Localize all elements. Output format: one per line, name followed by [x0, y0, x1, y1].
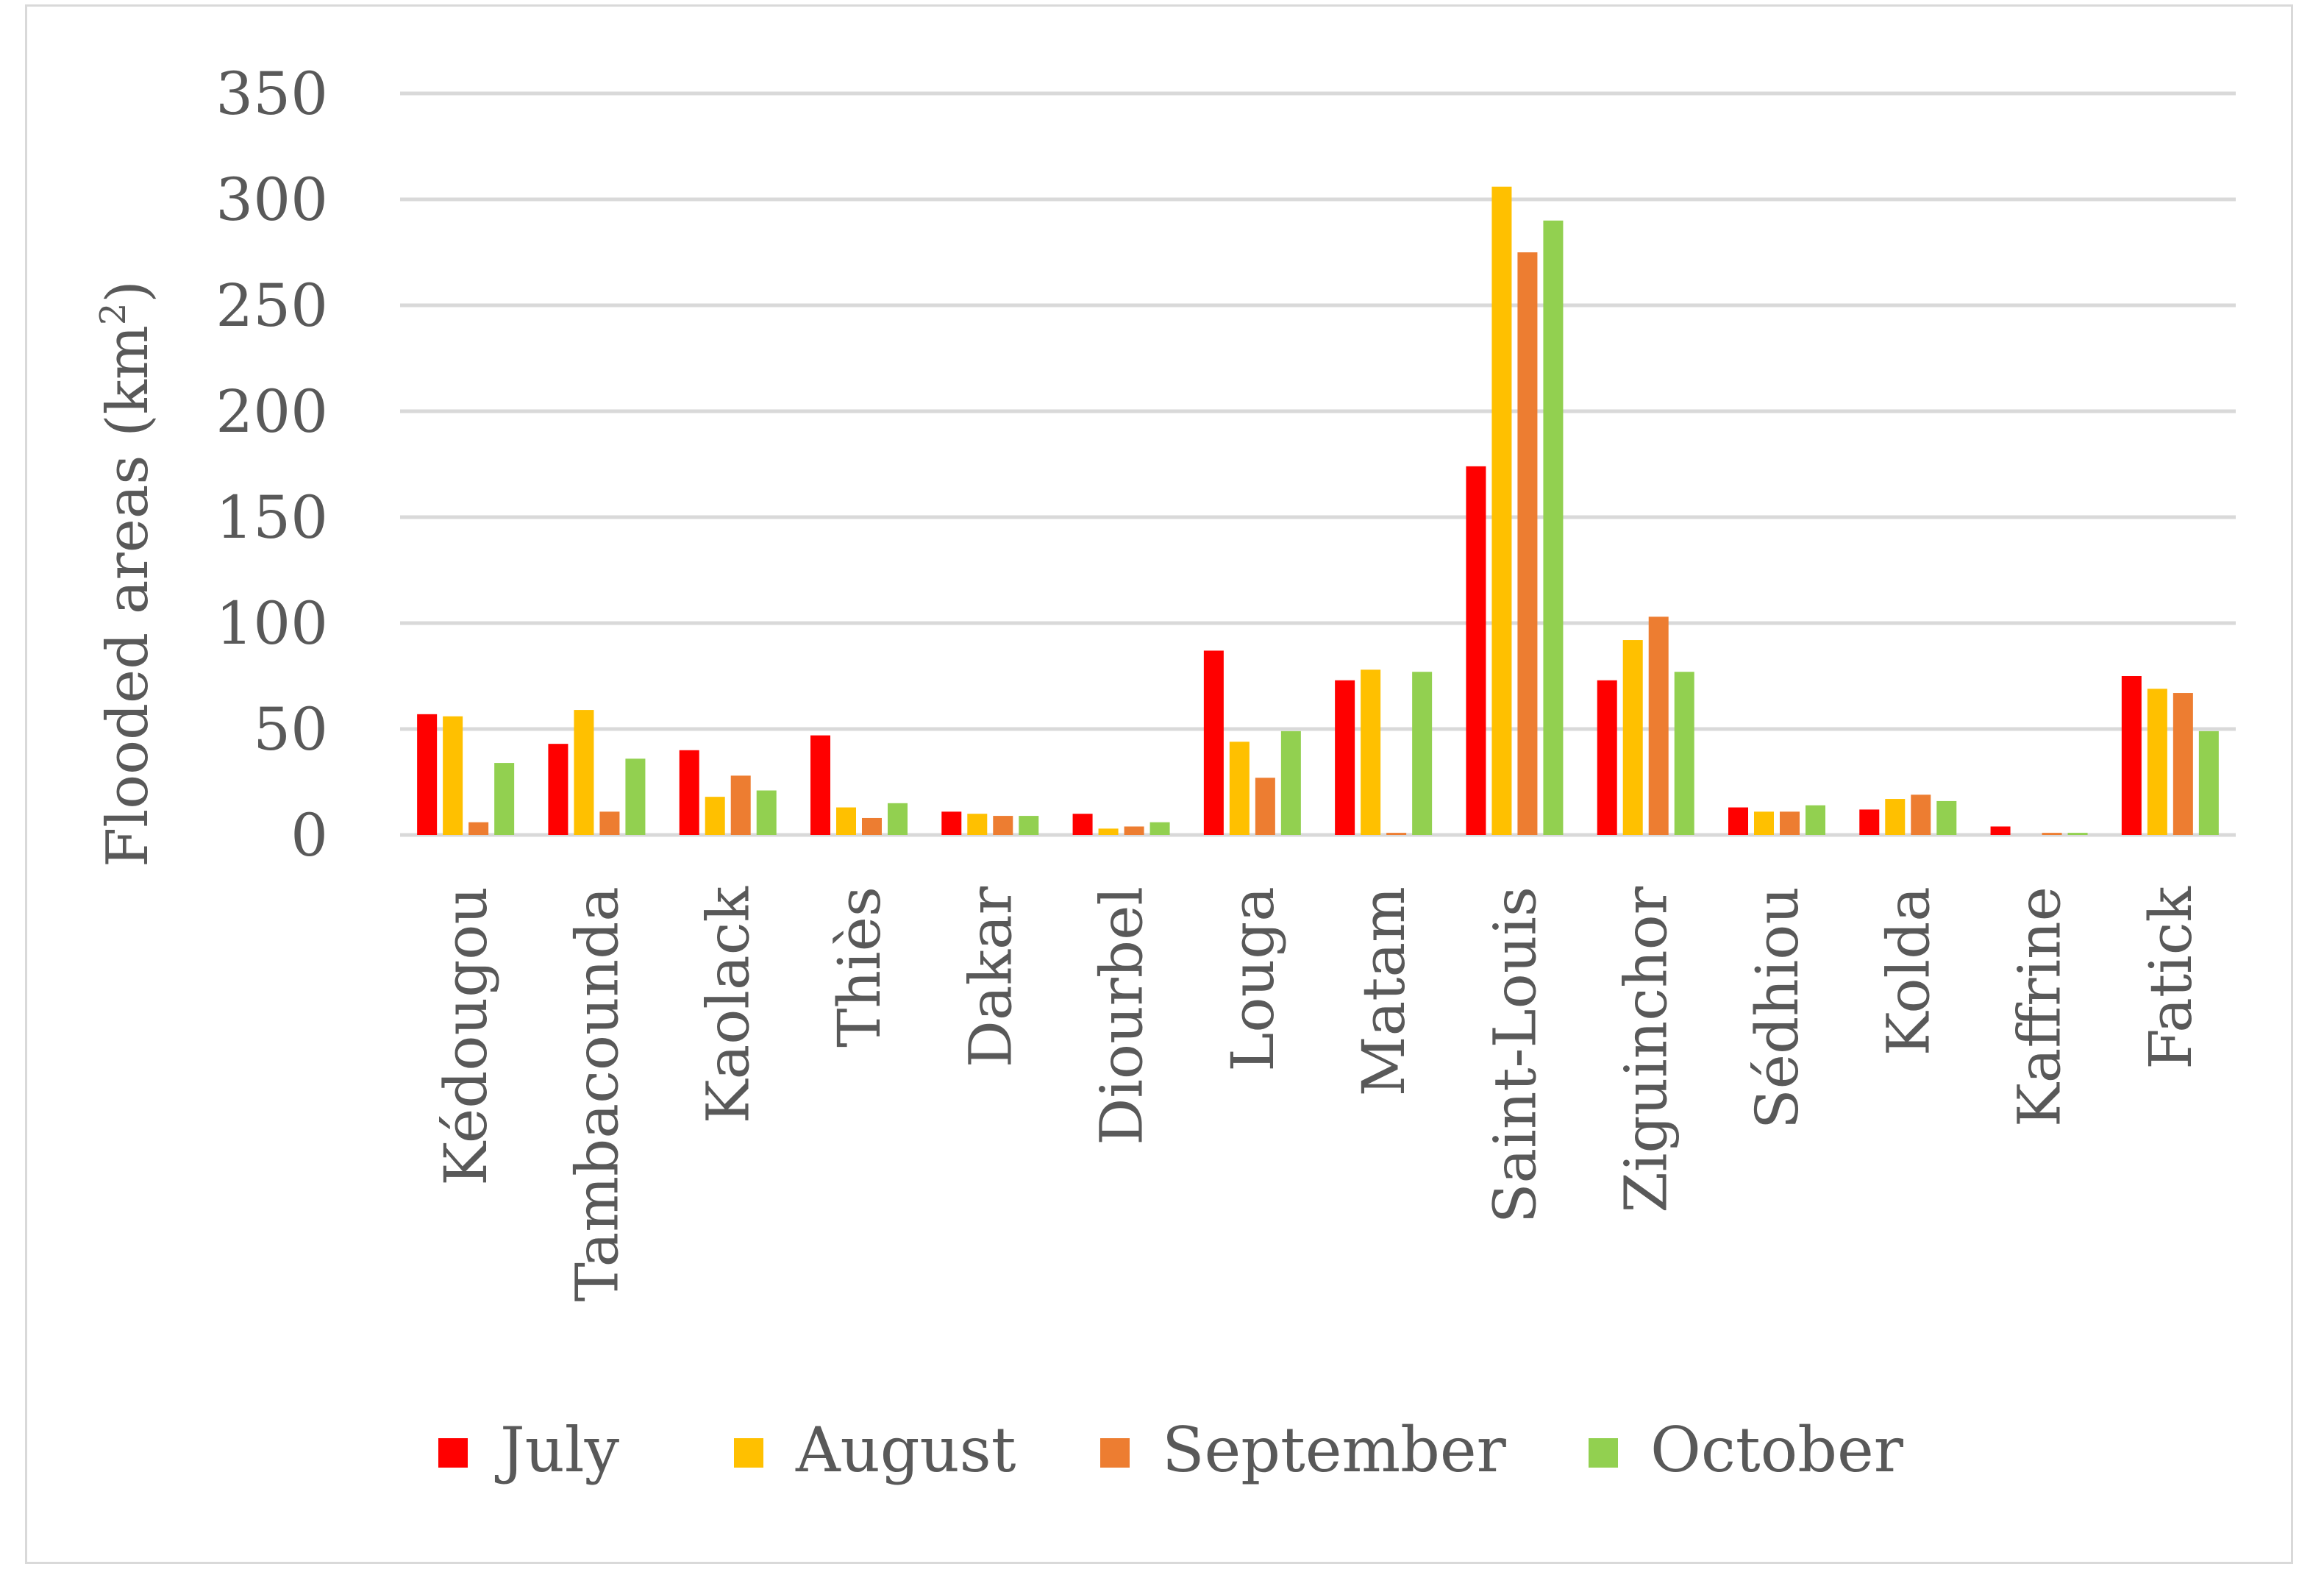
bar-october-9 — [1674, 672, 1694, 835]
x-category-label: Sédhiou — [1743, 886, 1811, 1129]
y-axis-title-main: Flooded areas (km — [95, 325, 161, 867]
x-category-label: Louga — [1219, 886, 1287, 1072]
x-category-label: Dakar — [956, 886, 1024, 1067]
y-tick-label: 300 — [215, 166, 328, 234]
legend-swatch-october — [1589, 1438, 1618, 1468]
bar-august-13 — [2147, 689, 2167, 835]
bar-september-9 — [1648, 616, 1669, 835]
bar-july-10 — [1728, 807, 1748, 835]
bar-september-7 — [1386, 833, 1407, 835]
legend-swatch-august — [734, 1438, 763, 1468]
legend-label-october: October — [1650, 1414, 1904, 1486]
bar-july-13 — [2121, 676, 2142, 835]
bar-october-2 — [756, 790, 777, 835]
bar-august-2 — [705, 797, 725, 835]
bar-october-0 — [494, 763, 515, 835]
bar-august-1 — [574, 710, 594, 835]
bar-september-10 — [1780, 811, 1800, 835]
legend-label-july: July — [494, 1414, 620, 1486]
bar-august-3 — [836, 807, 856, 835]
x-category-label: Matam — [1350, 886, 1418, 1096]
bar-october-1 — [625, 758, 646, 835]
y-tick-label: 150 — [215, 483, 328, 552]
bar-september-5 — [1124, 826, 1144, 835]
legend-swatch-july — [438, 1438, 468, 1468]
bar-september-12 — [2042, 833, 2062, 835]
bar-september-11 — [1911, 794, 1931, 835]
bar-august-4 — [967, 814, 988, 835]
x-category-label: Tambacounda — [563, 886, 631, 1302]
x-category-label: Ziguinchor — [1612, 886, 1680, 1213]
y-axis-title-superscript: 2 — [93, 303, 134, 326]
bar-july-6 — [1203, 650, 1224, 835]
y-tick-label: 50 — [253, 695, 328, 764]
bar-july-12 — [1990, 826, 2011, 835]
bar-august-7 — [1361, 669, 1381, 835]
legend-label-august: August — [795, 1414, 1016, 1486]
bar-september-6 — [1255, 778, 1275, 835]
x-category-label: Kaolack — [694, 885, 763, 1123]
bars — [417, 186, 2219, 836]
y-tick-label: 250 — [215, 271, 328, 340]
y-tick-label: 100 — [215, 589, 328, 658]
x-category-label: Kolda — [1874, 886, 1942, 1056]
bar-august-9 — [1622, 640, 1643, 835]
bar-september-3 — [862, 817, 882, 835]
bar-august-6 — [1229, 742, 1250, 835]
bar-july-3 — [810, 735, 830, 835]
bar-september-0 — [468, 822, 489, 835]
bar-october-12 — [2067, 833, 2088, 835]
bar-august-5 — [1098, 828, 1119, 835]
y-tick-label: 0 — [290, 801, 328, 870]
bar-july-4 — [941, 811, 962, 835]
bar-august-8 — [1491, 186, 1512, 836]
bar-october-4 — [1019, 816, 1039, 835]
bar-july-8 — [1466, 466, 1486, 835]
bar-october-5 — [1149, 822, 1170, 835]
x-category-label: Saint-Louis — [1480, 886, 1549, 1223]
bar-september-13 — [2172, 693, 2193, 835]
bar-july-0 — [417, 714, 438, 835]
x-category-label: Kédougou — [432, 886, 500, 1186]
bar-september-4 — [993, 816, 1013, 835]
y-axis-ticks: 0 50 100 150 200 250 300 350 — [215, 60, 328, 870]
bar-july-2 — [679, 750, 699, 835]
bar-september-8 — [1517, 252, 1538, 835]
bar-july-9 — [1597, 680, 1617, 835]
bar-september-1 — [599, 811, 620, 835]
x-category-label: Diourbel — [1088, 886, 1156, 1145]
chart-frame — [25, 4, 2293, 1564]
legend-label-september: September — [1162, 1414, 1507, 1486]
x-category-label: Thiès — [825, 886, 894, 1048]
bar-august-11 — [1885, 799, 1906, 835]
bar-october-13 — [2198, 730, 2219, 835]
bar-october-7 — [1412, 672, 1433, 835]
bar-october-3 — [888, 803, 908, 835]
bar-august-0 — [443, 716, 463, 835]
bar-october-6 — [1280, 730, 1301, 835]
bar-september-2 — [730, 775, 751, 835]
y-axis-title: Flooded areas (km2) — [93, 280, 161, 867]
bar-august-10 — [1754, 811, 1774, 835]
legend-swatch-september — [1100, 1438, 1130, 1468]
bar-july-7 — [1335, 680, 1355, 835]
x-category-label: Fatick — [2136, 885, 2205, 1069]
bar-october-10 — [1806, 805, 1825, 835]
y-tick-label: 350 — [215, 60, 328, 128]
y-axis-title-end: ) — [95, 280, 161, 302]
bar-october-11 — [1936, 800, 1957, 835]
bar-july-5 — [1072, 814, 1093, 835]
legend: July August September October — [438, 1414, 1904, 1486]
bar-july-1 — [548, 744, 568, 835]
x-category-label: Kaffrine — [2006, 886, 2074, 1127]
y-tick-label: 200 — [215, 377, 328, 446]
bar-july-11 — [1859, 809, 1880, 835]
bar-october-8 — [1543, 220, 1564, 835]
gridlines — [400, 91, 2236, 837]
x-axis-category-labels: Kédougou Tambacounda Kaolack Thiès Dakar Diou… — [432, 885, 2205, 1301]
